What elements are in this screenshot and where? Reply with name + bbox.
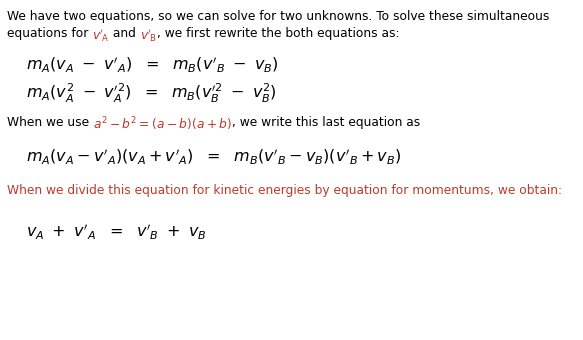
Text: We have two equations, so we can solve for two unknowns. To solve these simultan: We have two equations, so we can solve f… xyxy=(7,10,549,23)
Text: , we write this last equation as: , we write this last equation as xyxy=(232,116,420,129)
Text: When we use: When we use xyxy=(7,116,93,129)
Text: $m_A(v^2_A\ -\ v^{\prime 2}_A)\ \ =\ \ m_B(v^{\prime 2}_B\ -\ v^2_B)$: $m_A(v^2_A\ -\ v^{\prime 2}_A)\ \ =\ \ m… xyxy=(26,82,277,105)
Text: When we divide this equation for kinetic energies by equation for momentums, we : When we divide this equation for kinetic… xyxy=(7,184,562,197)
Text: equations for: equations for xyxy=(7,27,92,40)
Text: $v_A\ +\ v'_A\ \ =\ \ v'_B\ +\ v_B$: $v_A\ +\ v'_A\ \ =\ \ v'_B\ +\ v_B$ xyxy=(26,221,207,241)
Text: $v'_{\!\mathsf{B}}$: $v'_{\!\mathsf{B}}$ xyxy=(140,27,156,44)
Text: $m_A(v_A\ -\ v'_A)\ \ =\ \ m_B(v'_B\ -\ v_B)$: $m_A(v_A\ -\ v'_A)\ \ =\ \ m_B(v'_B\ -\ … xyxy=(26,54,279,74)
Text: $a^2 - b^2 = (a - b)(a + b)$: $a^2 - b^2 = (a - b)(a + b)$ xyxy=(93,116,232,133)
Text: , we first rewrite the both equations as:: , we first rewrite the both equations as… xyxy=(156,27,399,40)
Text: and: and xyxy=(109,27,140,40)
Text: $v'_{\!\mathsf{A}}$: $v'_{\!\mathsf{A}}$ xyxy=(92,27,109,44)
Text: $m_A(v_A - v'_A)(v_A + v'_A)\ \ =\ \ m_B(v'_B - v_B)(v'_B + v_B)$: $m_A(v_A - v'_A)(v_A + v'_A)\ \ =\ \ m_B… xyxy=(26,146,402,166)
